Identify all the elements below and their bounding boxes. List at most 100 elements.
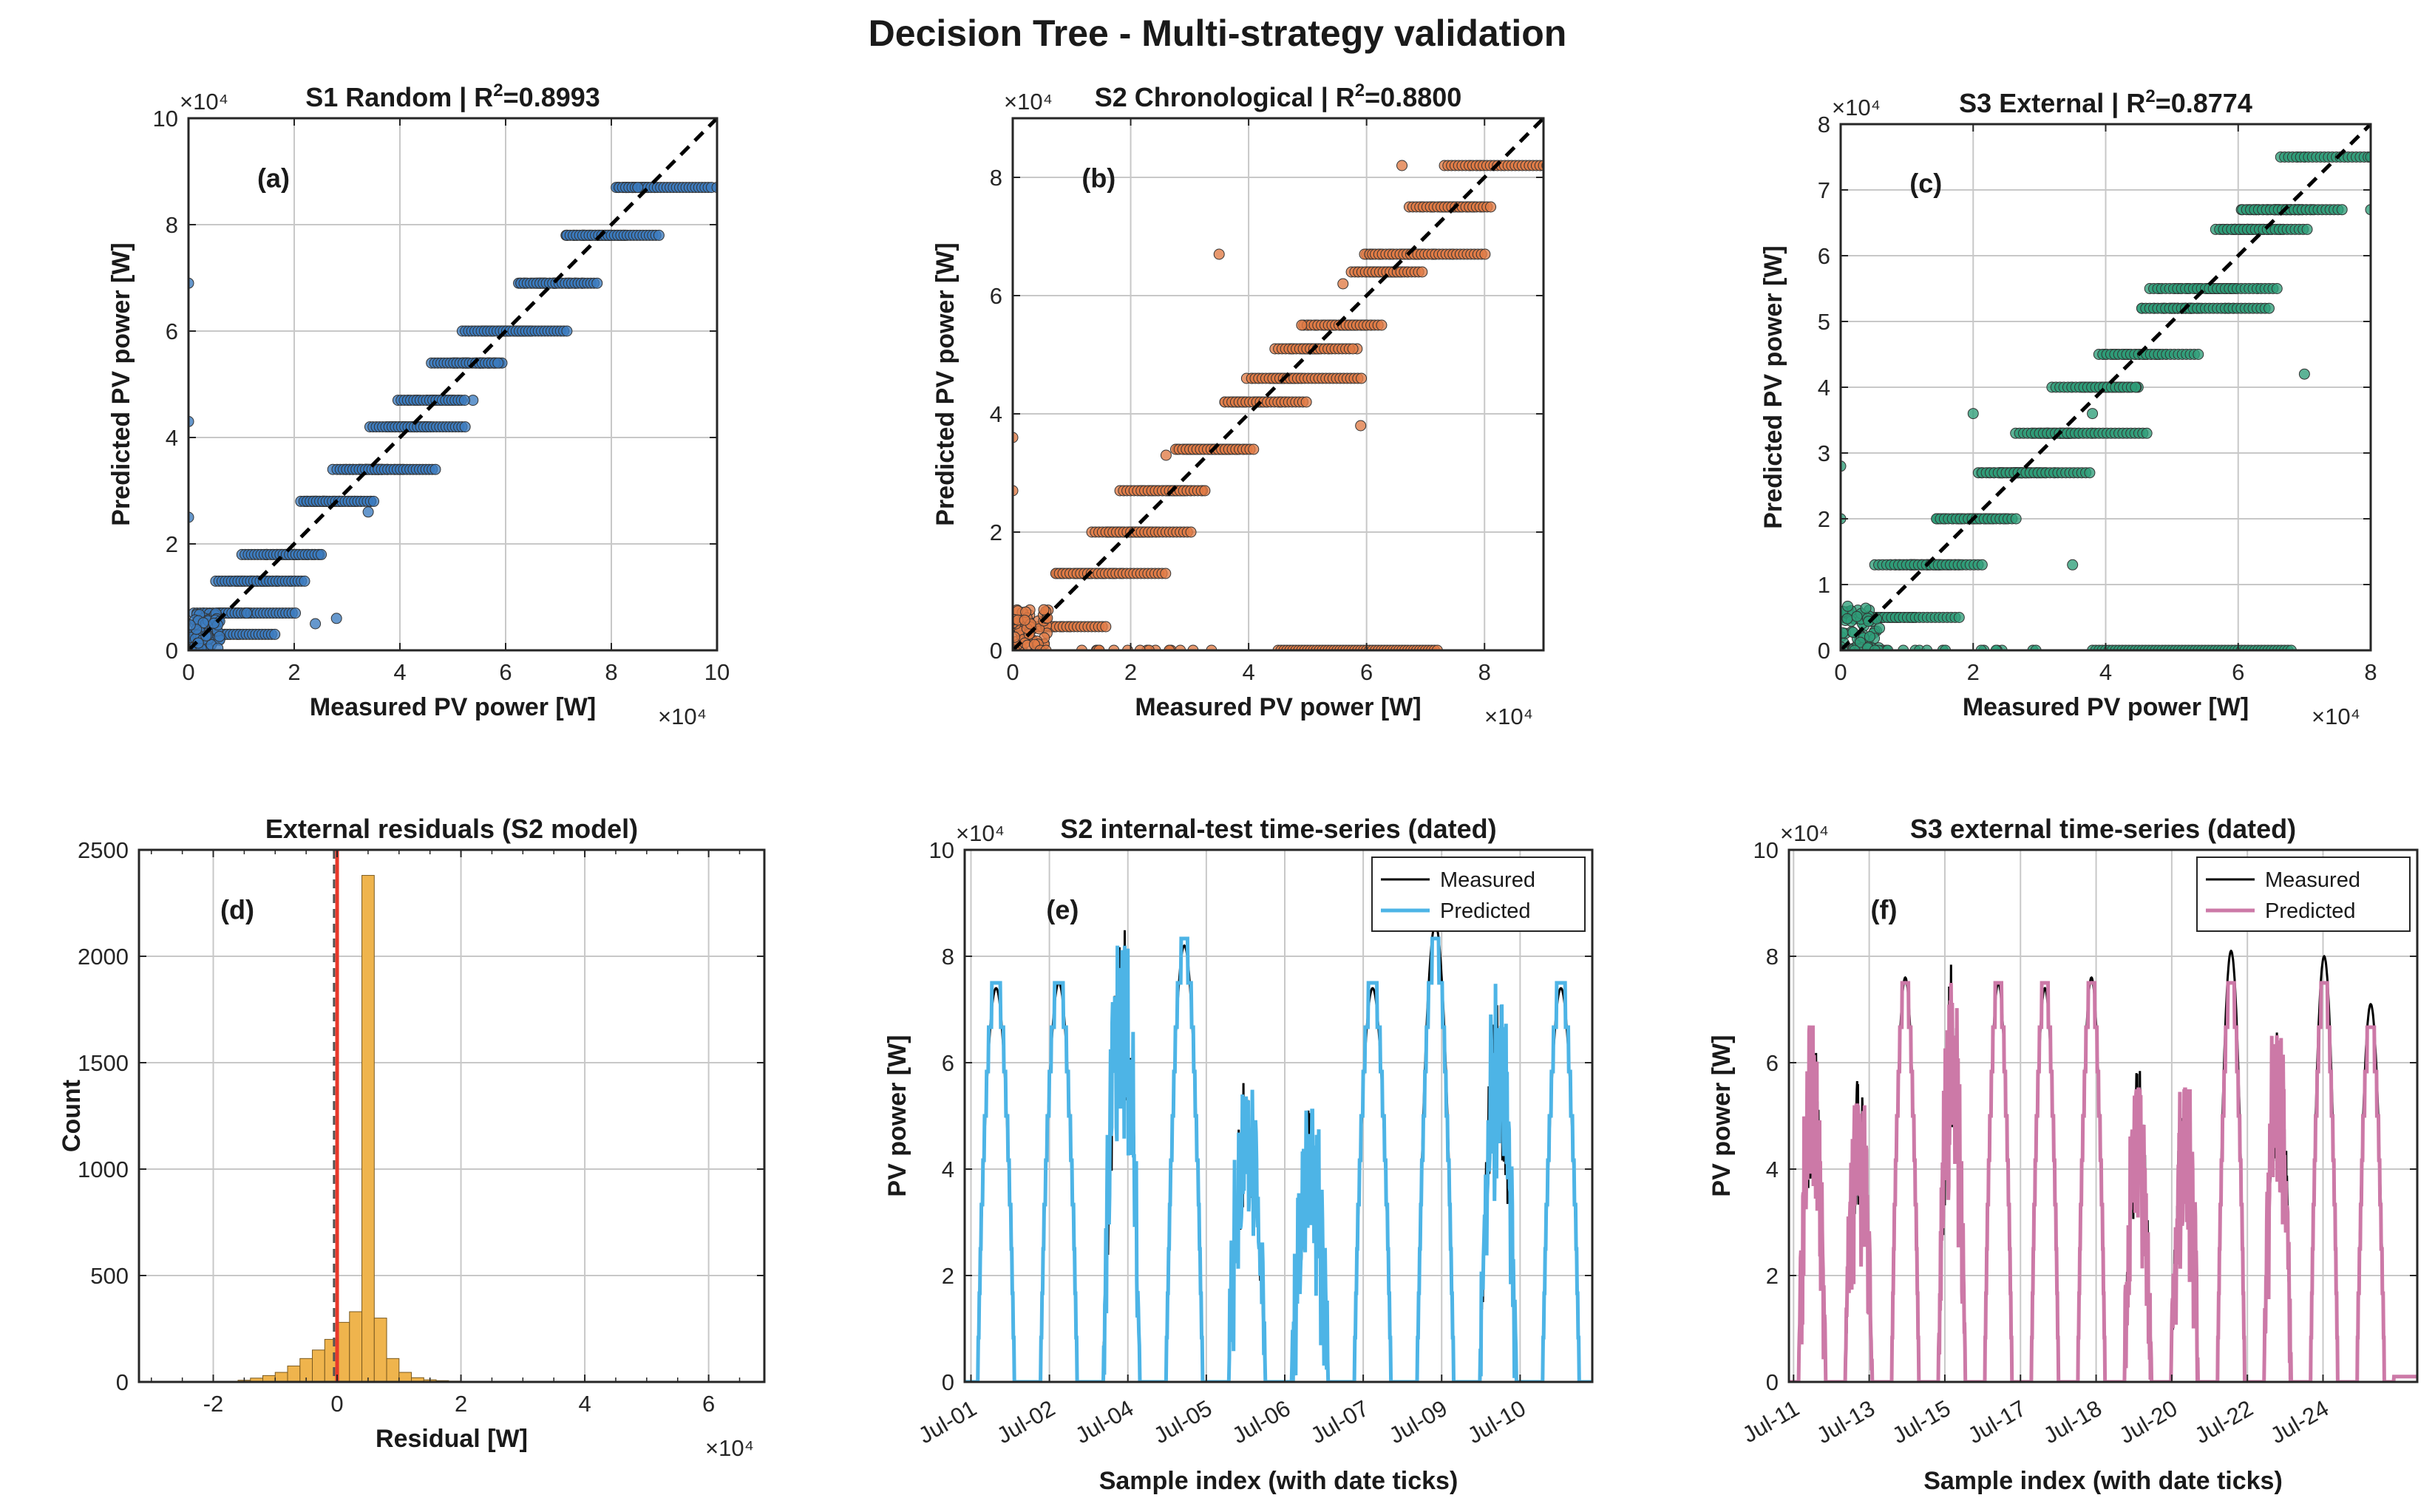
scatter-point [2399,152,2409,163]
panel-label: (a) [257,163,290,194]
date-tick-label: Jul-04 [1071,1395,1138,1449]
y-tick-label: 2000 [78,944,129,970]
y-tick-label: 0 [1766,1369,1779,1395]
scatter-point [1431,644,1443,650]
y-tick-label: 2 [166,531,178,557]
scatter-point [1143,644,1155,650]
scatter-point [189,511,194,523]
scatter-point [1940,644,1952,650]
scatter-point [2391,152,2401,163]
panel-label: (f) [1871,895,1898,925]
x-exponent-label: ×10⁴ [2312,704,2360,729]
scatter-point [1164,644,1175,650]
y-tick-label: 6 [1766,1050,1779,1076]
y-tick-label: 4 [166,425,178,451]
y-tick-label: 4 [1818,375,1830,401]
scatter-point [2141,427,2153,439]
histogram-bar [386,1358,400,1382]
panel-label: (b) [1081,163,1115,194]
scatter-point [1975,644,1987,650]
histogram-bar [349,1311,363,1382]
x-tick-label: 6 [1360,659,1373,685]
scatter-point [1013,485,1019,497]
x-tick-label: 0 [182,659,194,685]
scatter-point [1967,408,1979,420]
x-axis-label: Measured PV power [W] [1963,693,2249,721]
scatter-point [2411,152,2421,163]
y-tick-label: 7 [1818,177,1830,203]
scatter-point [1560,160,1570,171]
scatter-point [1396,160,1408,171]
date-tick-label: Jul-13 [1812,1395,1879,1449]
scatter-point [561,325,573,337]
x-tick-label: 2 [455,1391,467,1417]
date-tick-label: Jul-07 [1306,1395,1373,1449]
y-tick-label: 1500 [78,1050,129,1076]
plot-area [139,850,764,1382]
y-axis-label: PV power [W] [1708,1035,1736,1196]
axes-frame [963,848,1594,1383]
scatter-point [189,415,194,427]
scatter-point [632,182,644,194]
panel-title: S1 Random | R2=0.8993 [305,81,600,113]
scatter-point [1296,319,1308,331]
histogram-bar [336,1321,350,1382]
scatter-point [1990,644,2002,650]
scatter-point [2298,368,2310,380]
scatter-point [2010,513,2022,525]
scatter-point [1013,631,1021,643]
date-tick-label: Jul-20 [2115,1395,2182,1449]
legend-box [2196,857,2411,932]
scatter-point [653,229,665,241]
panel-title: S2 internal-test time-series (dated) [1060,814,1496,844]
scatter-point [1882,644,1894,650]
figure-suptitle: Decision Tree - Multi-strategy validatio… [869,13,1567,54]
y-tick-label: 5 [1818,309,1830,335]
series-predicted [965,936,1592,1382]
x-axis-label: Residual [W] [376,1425,528,1453]
plot-content [1789,850,2417,1382]
panel-label: (e) [1046,895,1079,925]
y-tick-label: 0 [942,1369,954,1395]
y-tick-label: 2 [1766,1263,1779,1289]
scatter-point [1175,644,1186,650]
date-tick-label: Jul-02 [992,1395,1059,1449]
scatter-point [368,495,380,507]
panel-title: External residuals (S2 model) [265,814,638,844]
panel-a: 0 2 4 6 8 10 0 2 4 6 8 10 S1 Random | R2=0.8993 Measu… [107,81,730,729]
x-tick-label: 4 [393,659,406,685]
scatter-point [2030,644,2042,650]
y-exponent-label: ×10⁴ [180,89,228,115]
y-tick-label: 0 [116,1369,129,1395]
scatter-point [2193,349,2204,360]
y-exponent-label: ×10⁴ [1780,820,1829,846]
scatter-point [310,618,322,630]
y-axis-label: Predicted PV power [W] [931,242,960,526]
panel-c: 0 2 4 6 8 0 1 2 3 4 5 6 7 8 S3 External | R2=0.8774 Mea… [1759,86,2421,729]
x-axis-label: Sample index (with date ticks) [1923,1467,2283,1495]
panel-f: 0 2 4 6 8 10 S3 external time-series (dated) Sa… [1708,814,2419,1495]
histogram-bar [324,1338,338,1382]
scatter-point [458,395,470,406]
x-tick-label: 2 [288,659,300,685]
x-tick-label: 6 [499,659,512,685]
y-tick-label: 10 [929,837,954,863]
panel-title: S2 Chronological | R2=0.8800 [1095,81,1462,113]
y-tick-label: 6 [942,1050,954,1076]
legend-label-measured: Measured [1440,868,1535,892]
plot-content [1841,124,2421,650]
date-tick-label: Jul-05 [1149,1395,1217,1449]
scatter-point [214,630,225,642]
scatter-point [711,182,717,194]
y-tick-label: 2500 [78,837,129,863]
scatter-point [1864,631,1875,643]
scatter-point [1479,248,1491,260]
date-tick-label: Jul-24 [2266,1395,2333,1449]
date-tick-label: Jul-15 [1888,1395,1955,1449]
scatter-point [362,506,374,518]
x-tick-label: 2 [1124,659,1137,685]
plot-content [1013,118,1570,650]
scatter-point [1160,568,1172,579]
